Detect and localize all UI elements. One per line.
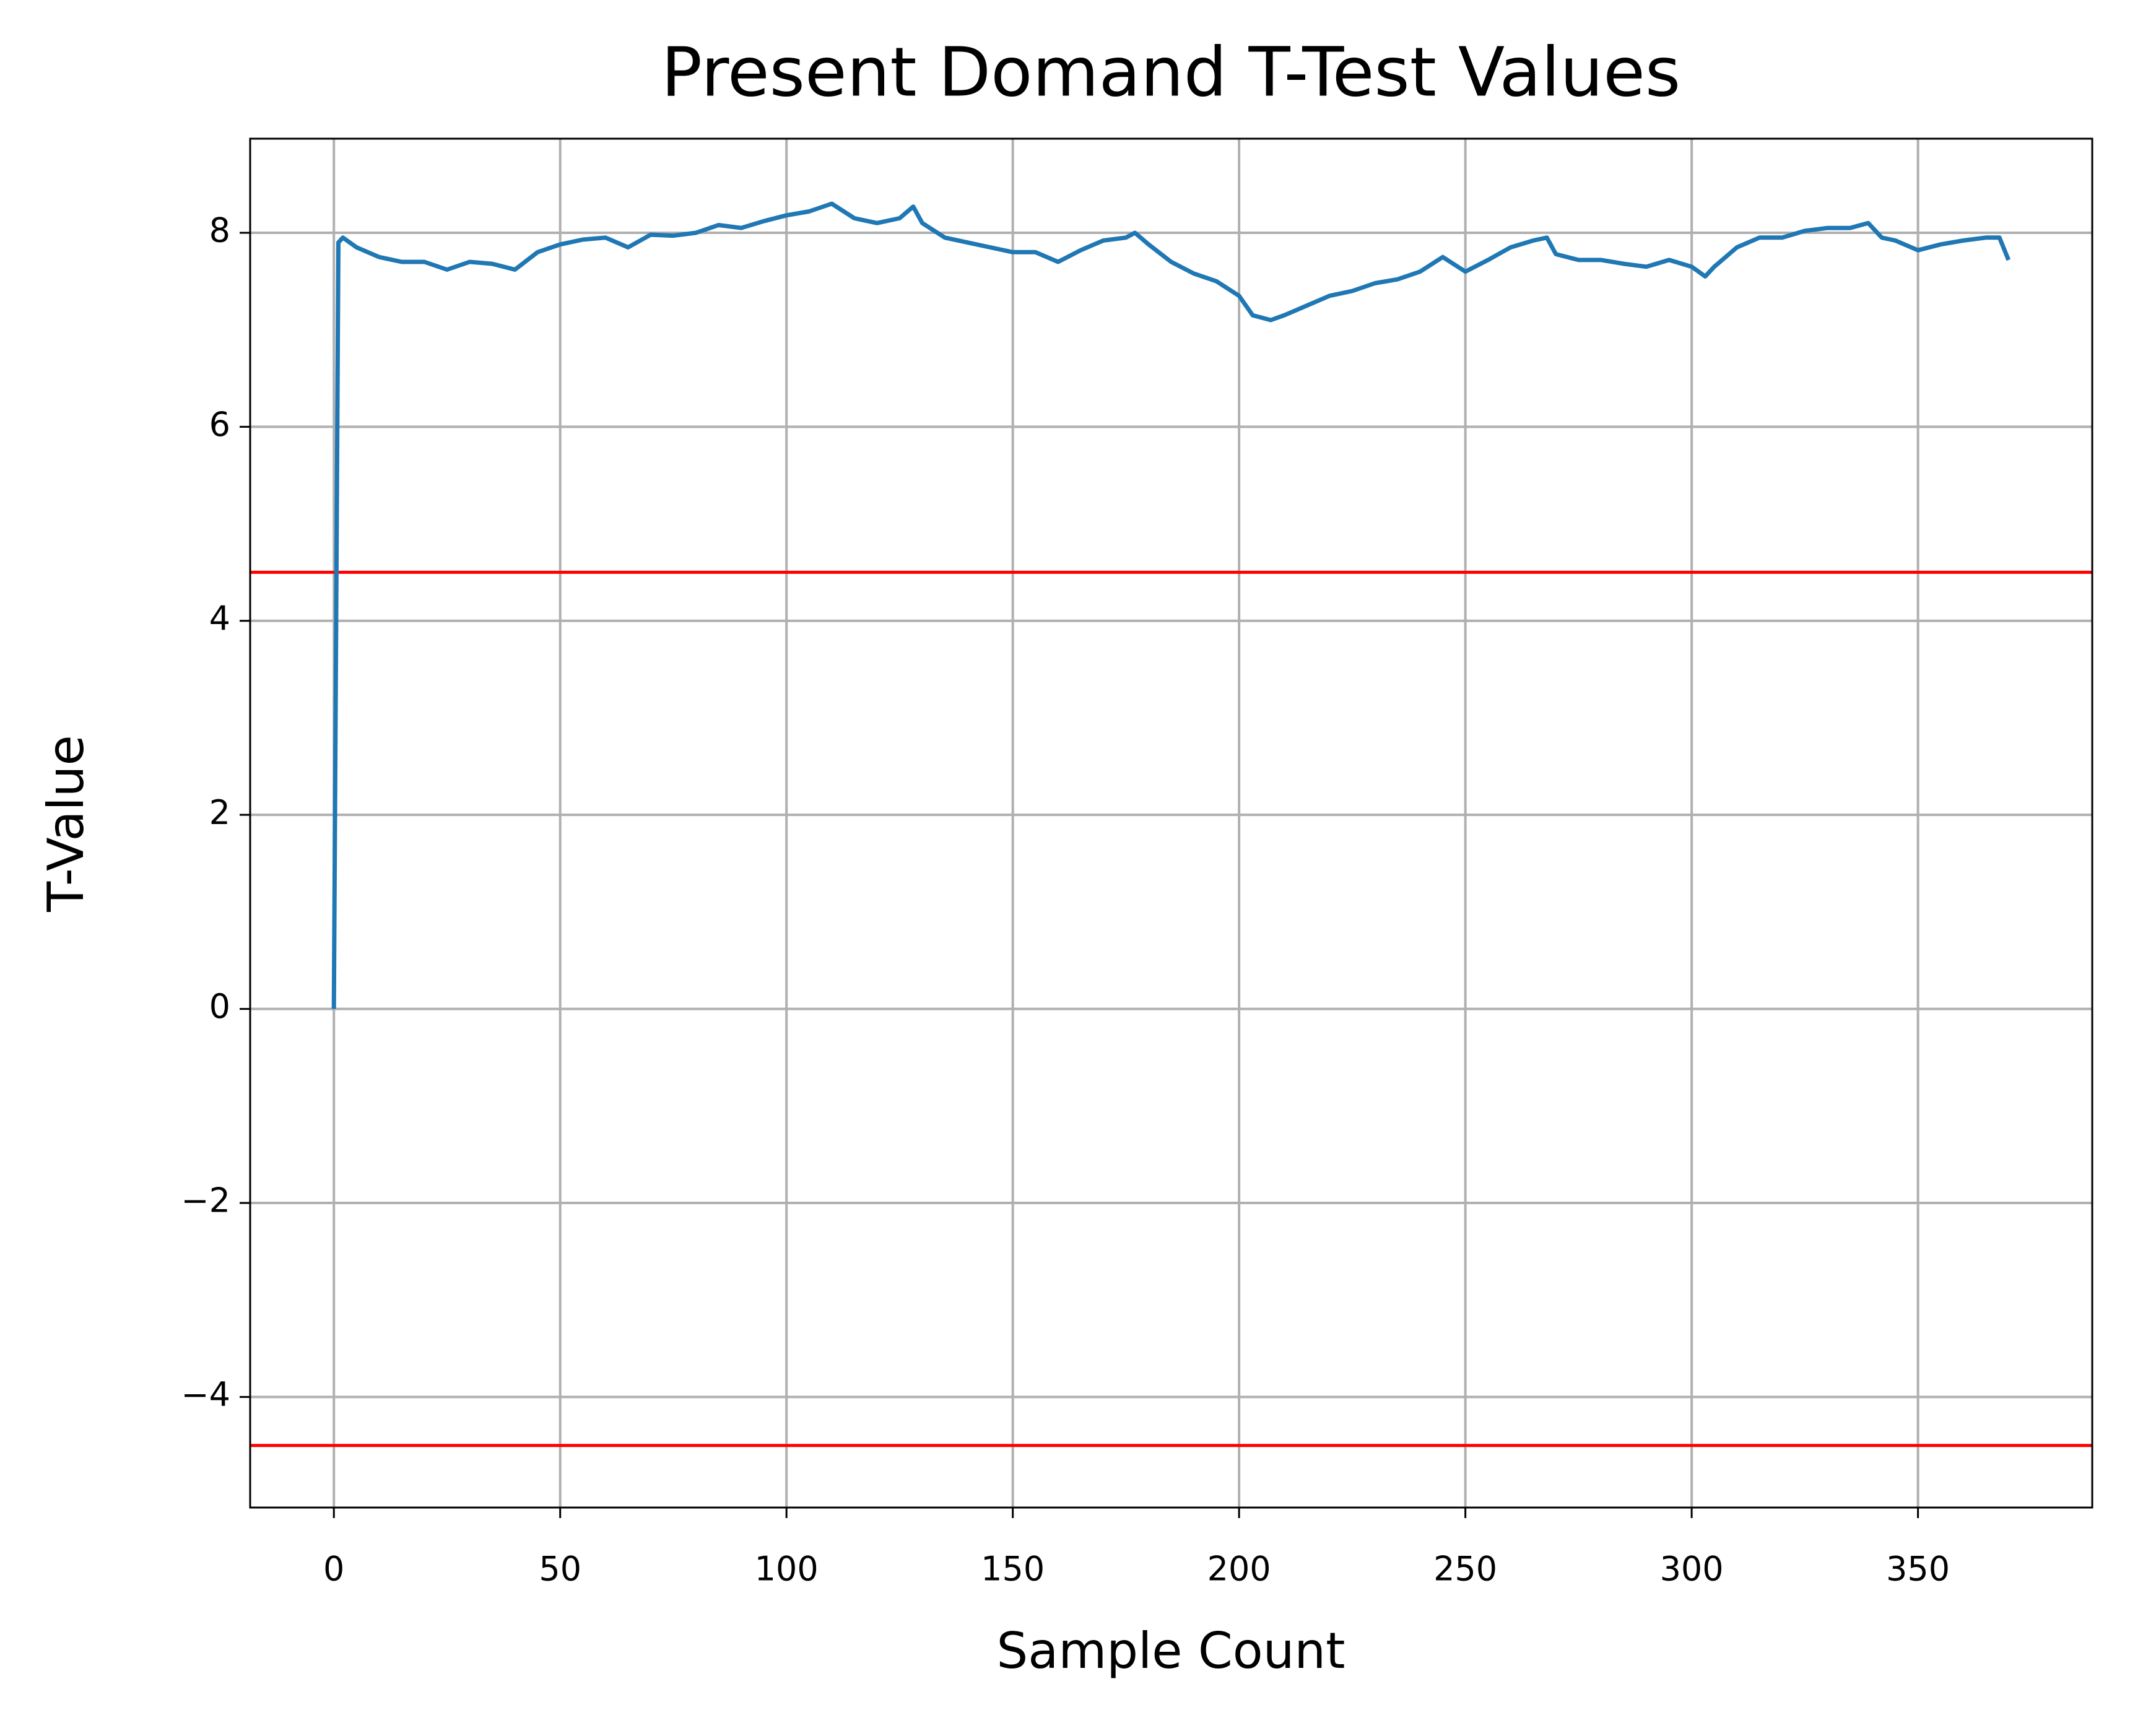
y-axis-label: T-Value <box>37 735 95 912</box>
x-axis-label: Sample Count <box>997 1622 1345 1680</box>
y-tick-label: 4 <box>209 599 230 638</box>
x-tick-label: 50 <box>539 1550 581 1589</box>
y-tick-label: 0 <box>209 987 230 1026</box>
y-tick-label: 2 <box>209 793 230 832</box>
y-tick-label: −2 <box>181 1181 230 1220</box>
x-tick-label: 100 <box>755 1550 819 1589</box>
x-tick-label: 350 <box>1886 1550 1950 1589</box>
chart-title: Present Domand T-Test Values <box>661 32 1680 111</box>
x-tick-label: 150 <box>981 1550 1045 1589</box>
x-tick-label: 200 <box>1207 1550 1271 1589</box>
y-tick-label: −4 <box>181 1375 230 1414</box>
y-tick-label: 8 <box>209 211 230 250</box>
x-tick-label: 250 <box>1433 1550 1497 1589</box>
x-tick-label: 0 <box>323 1550 344 1589</box>
data-line <box>331 201 2011 1009</box>
y-tick-label: 6 <box>209 405 230 444</box>
x-tick-label: 300 <box>1660 1550 1724 1589</box>
plot-frame <box>249 137 2093 1509</box>
